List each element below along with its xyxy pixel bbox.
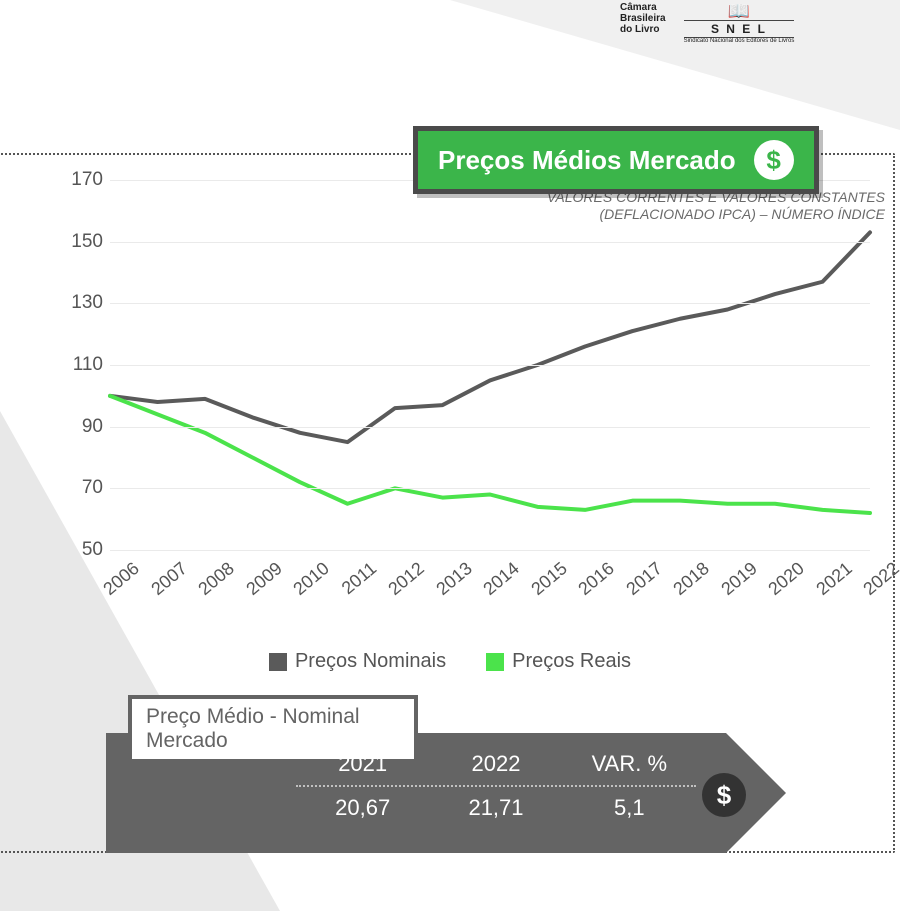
summary-col-2: VAR. % [563,751,696,777]
logo-cbl: Câmara Brasileira do Livro [620,2,666,35]
title-badge-text: Preços Médios Mercado [438,145,736,176]
gridline [110,488,870,489]
x-tick-label: 2006 [99,558,143,600]
book-icon: 📖 [684,2,795,20]
logo-cbl-line1: Câmara [620,2,666,13]
x-tick-label: 2021 [812,558,856,600]
gridline [110,242,870,243]
gridline [110,550,870,551]
x-tick-label: 2009 [242,558,286,600]
chart-xlabels: 2006200720082009201020112012201320142015… [110,558,870,618]
summary-val-2: 5,1 [563,795,696,821]
logo-cbl-line2: Brasileira [620,13,666,24]
legend: Preços Nominais Preços Reais [0,650,900,673]
logo-snel-sub: Sindicato Nacional dos Editores de Livro… [684,38,795,44]
chart-series-line [110,396,870,513]
x-tick-label: 2010 [289,558,333,600]
dollar-icon: $ [702,773,746,817]
summary-col-1: 2022 [429,751,562,777]
title-badge: Preços Médios Mercado $ [413,126,819,194]
x-tick-label: 2012 [384,558,428,600]
summary-header-row: 2021 2022 VAR. % [296,743,696,785]
y-tick-label: 130 [55,292,103,314]
y-tick-label: 90 [55,416,103,438]
summary: Preço Médio - Nominal Mercado $ 2021 202… [106,695,806,875]
logo-snel: 📖 S N E L Sindicato Nacional dos Editore… [684,2,795,44]
legend-swatch [486,653,504,671]
x-tick-label: 2017 [622,558,666,600]
summary-val-0: 20,67 [296,795,429,821]
y-tick-label: 110 [55,354,103,376]
logos: Câmara Brasileira do Livro 📖 S N E L Sin… [620,2,794,44]
dollar-icon: $ [754,140,794,180]
chart-plot: 507090110130150170 [110,180,870,550]
summary-table: 2021 2022 VAR. % 20,67 21,71 5,1 [296,743,696,829]
gridline [110,365,870,366]
legend-item: Preços Nominais [269,650,446,673]
x-tick-label: 2008 [194,558,238,600]
logo-snel-label: S N E L [684,20,795,38]
x-tick-label: 2015 [527,558,571,600]
x-tick-label: 2011 [337,558,380,599]
gridline [110,303,870,304]
y-tick-label: 170 [55,169,103,191]
legend-item: Preços Reais [486,650,631,673]
x-tick-label: 2016 [574,558,618,600]
legend-label: Preços Nominais [295,650,446,673]
logo-cbl-line3: do Livro [620,24,666,35]
summary-data-row: 20,67 21,71 5,1 [296,787,696,829]
gridline [110,427,870,428]
x-tick-label: 2007 [147,558,191,600]
legend-label: Preços Reais [512,650,631,673]
legend-swatch [269,653,287,671]
chart: 507090110130150170 200620072008200920102… [50,180,870,610]
summary-val-1: 21,71 [429,795,562,821]
x-tick-label: 2019 [717,558,761,600]
x-tick-label: 2020 [764,558,808,600]
y-tick-label: 70 [55,477,103,499]
summary-col-0: 2021 [296,751,429,777]
chart-series-line [110,232,870,442]
x-tick-label: 2014 [479,558,523,600]
x-tick-label: 2013 [432,558,476,600]
y-tick-label: 150 [55,231,103,253]
x-tick-label: 2018 [669,558,713,600]
y-tick-label: 50 [55,539,103,561]
